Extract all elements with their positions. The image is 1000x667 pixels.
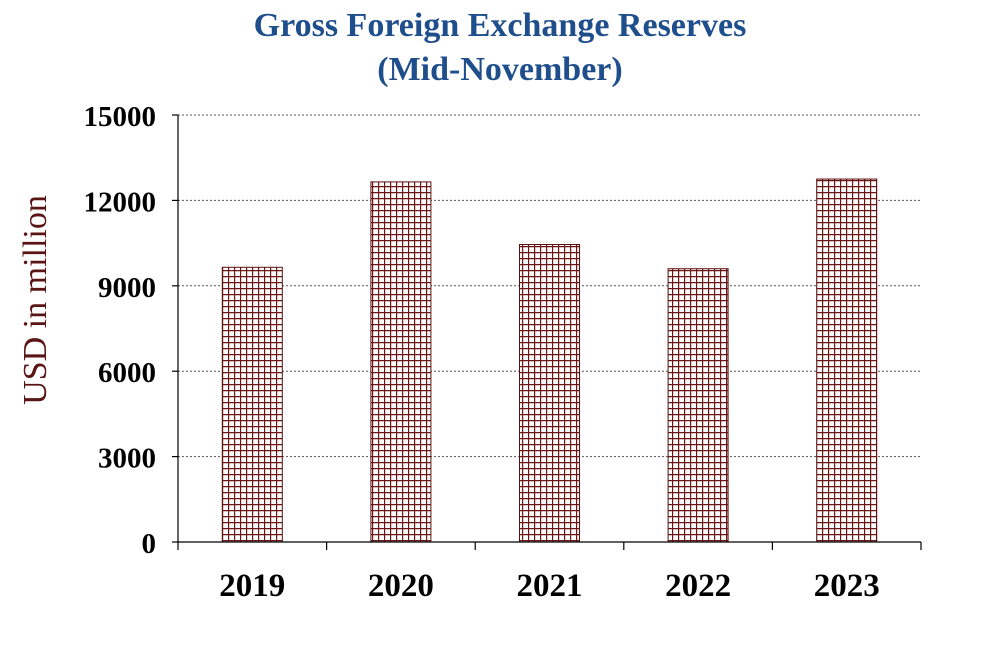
x-tick-label: 2020: [368, 568, 434, 604]
y-tick-label: 6000: [98, 357, 156, 389]
y-tick-label: 12000: [84, 186, 157, 218]
x-tick-labels: 2019 2020 2021 2022 2023: [219, 568, 879, 604]
x-tick-label: 2021: [517, 568, 583, 604]
bar-2023: [816, 178, 878, 543]
y-tick-label: 15000: [84, 101, 157, 133]
bar-2020: [370, 181, 432, 543]
bar-2021: [519, 244, 580, 543]
y-tick-label: 0: [142, 528, 157, 560]
y-tick-label: 3000: [98, 443, 156, 475]
x-tick-label: 2023: [814, 568, 880, 604]
y-tick-labels: 0 3000 6000 9000 12000 15000: [84, 101, 157, 560]
bar-2019: [221, 266, 283, 543]
axes: [172, 114, 922, 550]
x-tick-label: 2022: [665, 568, 731, 604]
bar-2022: [667, 268, 729, 543]
y-axis-label: USD in million: [17, 195, 54, 405]
y-tick-label: 9000: [98, 272, 156, 304]
chart-subtitle: (Mid-November): [377, 51, 623, 88]
bars: [221, 178, 878, 543]
chart-title: Gross Foreign Exchange Reserves: [253, 7, 747, 44]
x-tick-label: 2019: [219, 568, 285, 604]
